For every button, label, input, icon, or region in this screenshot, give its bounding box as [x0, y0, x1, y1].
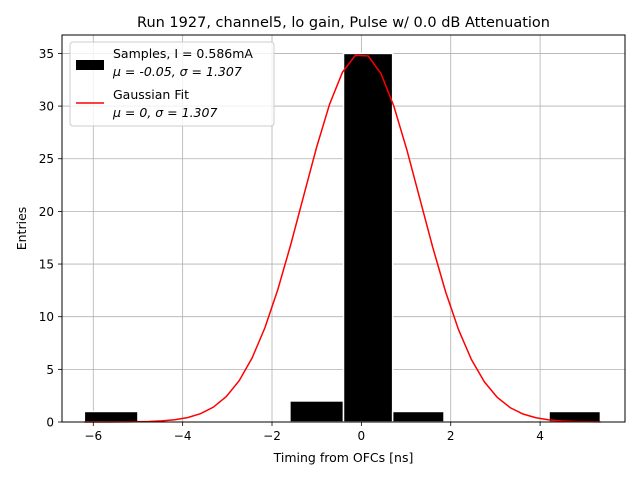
- legend-fit-stats: μ = 0, σ = 1.307: [112, 105, 217, 120]
- y-tick-label: 15: [39, 258, 54, 272]
- histogram-bars: [83, 52, 602, 423]
- x-tick-label: 2: [447, 429, 455, 443]
- gaussian-fit-curve: [84, 54, 601, 423]
- x-tick-label: 4: [536, 429, 544, 443]
- histogram-bar: [83, 410, 139, 423]
- x-axis-label: Timing from OFCs [ns]: [273, 450, 414, 465]
- y-tick-label: 10: [39, 310, 54, 324]
- y-tick-label: 20: [39, 205, 54, 219]
- y-tick-label: 35: [39, 47, 54, 61]
- histogram-bar: [342, 52, 394, 423]
- plot-frame: [61, 34, 626, 423]
- x-tick-label: −6: [84, 429, 102, 443]
- y-tick-label: 25: [39, 152, 54, 166]
- x-tick-label: −4: [174, 429, 192, 443]
- legend: Samples, I = 0.586mA μ = -0.05, σ = 1.30…: [69, 41, 275, 127]
- y-tick-label: 5: [46, 363, 54, 377]
- legend-samples-label: Samples, I = 0.586mA: [113, 46, 253, 61]
- legend-fit-label: Gaussian Fit: [113, 87, 189, 102]
- x-tick-label: −2: [263, 429, 281, 443]
- y-tick-label: 0: [46, 416, 54, 430]
- y-tick-label: 30: [39, 100, 54, 114]
- histogram-bar: [391, 410, 445, 423]
- y-axis-ticks: 0 5 10 15 20 25 30 35: [39, 47, 62, 430]
- x-axis-ticks: −6 −4 −2 0 2 4: [84, 422, 544, 443]
- histogram-bar: [289, 400, 345, 423]
- chart-title: Run 1927, channel5, lo gain, Pulse w/ 0.…: [137, 15, 550, 31]
- x-tick-label: 0: [358, 429, 366, 443]
- gaussian-fit: [84, 54, 601, 423]
- legend-samples-swatch: [76, 60, 104, 70]
- legend-box: [69, 41, 275, 127]
- legend-samples-stats: μ = -0.05, σ = 1.307: [112, 64, 242, 79]
- y-axis-label: Entries: [14, 207, 29, 251]
